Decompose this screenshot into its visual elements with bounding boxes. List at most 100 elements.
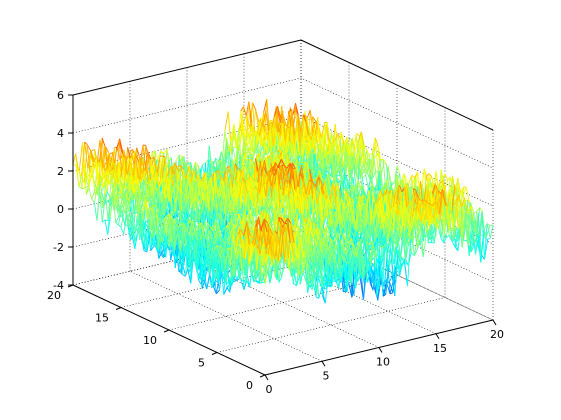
mesh-line xyxy=(240,153,245,164)
mesh-line xyxy=(86,144,91,173)
mesh-line xyxy=(238,128,243,132)
mesh-line xyxy=(93,188,98,203)
mesh-line xyxy=(270,119,274,122)
mesh-line xyxy=(254,135,259,142)
mesh-line xyxy=(259,120,264,127)
mesh-line xyxy=(180,158,184,164)
mesh-line xyxy=(232,146,237,149)
mesh-line xyxy=(227,111,232,142)
mesh-line xyxy=(248,153,252,156)
mesh-line xyxy=(258,140,263,146)
mesh-line xyxy=(229,133,234,151)
mesh-line xyxy=(99,191,103,223)
mesh-line xyxy=(248,101,252,127)
mesh-line xyxy=(160,150,164,155)
mesh-line xyxy=(81,187,86,190)
mesh-line xyxy=(240,136,245,162)
mesh-line xyxy=(117,160,121,180)
mesh-line xyxy=(175,154,180,162)
mesh-line xyxy=(108,170,113,185)
mesh-line xyxy=(125,175,130,186)
mesh-line xyxy=(191,162,196,176)
mesh-line xyxy=(89,161,94,173)
mesh-line xyxy=(215,157,220,162)
mesh-line xyxy=(255,109,259,128)
mesh-line xyxy=(362,174,366,179)
mesh-line xyxy=(165,209,170,217)
mesh-line xyxy=(127,147,131,159)
mesh-line xyxy=(243,106,247,116)
mesh-line xyxy=(241,130,246,138)
mesh-line xyxy=(271,116,275,149)
mesh-line xyxy=(166,149,171,172)
mesh-line xyxy=(365,175,369,189)
mesh-line xyxy=(80,162,85,176)
mesh-line xyxy=(244,132,249,138)
mesh-line xyxy=(202,162,206,166)
mesh-line xyxy=(102,170,107,189)
mesh-line xyxy=(103,166,107,171)
mesh-line xyxy=(91,168,96,191)
mesh-line xyxy=(283,117,287,127)
mesh-line xyxy=(105,181,110,185)
mesh-line xyxy=(105,194,109,221)
mesh-line xyxy=(77,170,82,176)
mesh-line xyxy=(128,148,133,155)
mesh-line xyxy=(265,110,269,132)
mesh-line xyxy=(104,219,109,235)
mesh-line xyxy=(263,153,267,162)
mesh-line xyxy=(91,190,96,199)
mesh-line xyxy=(233,123,238,145)
mesh-line xyxy=(194,162,199,175)
mesh-line xyxy=(101,194,106,223)
mesh-line xyxy=(180,155,185,160)
mesh-line xyxy=(118,224,122,228)
mesh-line xyxy=(127,164,132,175)
mesh-line xyxy=(245,147,250,159)
mesh-line xyxy=(178,154,183,158)
surface-mesh xyxy=(72,99,494,304)
mesh-line xyxy=(183,162,187,166)
mesh-line xyxy=(248,147,253,155)
mesh-line xyxy=(91,149,95,152)
mesh-line xyxy=(263,134,268,154)
mesh-line xyxy=(130,153,135,164)
mesh-line xyxy=(111,163,116,181)
mesh-line xyxy=(96,191,101,221)
mesh-line xyxy=(107,167,111,170)
mesh-line xyxy=(258,121,263,136)
mesh-line xyxy=(263,140,268,155)
mesh-line xyxy=(115,216,120,223)
mesh-line xyxy=(102,219,106,223)
mesh-line xyxy=(80,175,85,183)
mesh-line xyxy=(266,134,271,141)
mesh-line xyxy=(260,151,265,155)
mesh-line xyxy=(88,168,93,189)
mesh-line xyxy=(120,226,125,235)
mesh-line xyxy=(88,187,93,199)
mesh-line xyxy=(246,137,251,145)
mesh-line xyxy=(226,138,231,178)
mesh-line xyxy=(85,187,90,195)
mesh-line xyxy=(261,131,266,146)
mesh-line xyxy=(103,160,108,168)
mesh-line xyxy=(185,161,189,164)
mesh-line xyxy=(282,110,286,144)
mesh-line xyxy=(72,163,77,166)
mesh-line xyxy=(255,135,260,141)
mesh-line xyxy=(78,176,82,187)
mesh-line xyxy=(197,165,202,184)
mesh-line xyxy=(245,101,250,148)
mesh-line xyxy=(139,161,144,167)
mesh-line xyxy=(233,133,237,149)
mesh-line xyxy=(75,153,79,171)
mesh-line xyxy=(163,149,168,154)
mesh-line xyxy=(255,131,260,136)
mesh-line xyxy=(87,150,91,168)
mesh-line xyxy=(104,145,108,168)
mesh-line xyxy=(304,111,309,153)
mesh-line xyxy=(90,155,95,168)
mesh-line xyxy=(90,150,94,162)
mesh-line xyxy=(235,128,240,163)
